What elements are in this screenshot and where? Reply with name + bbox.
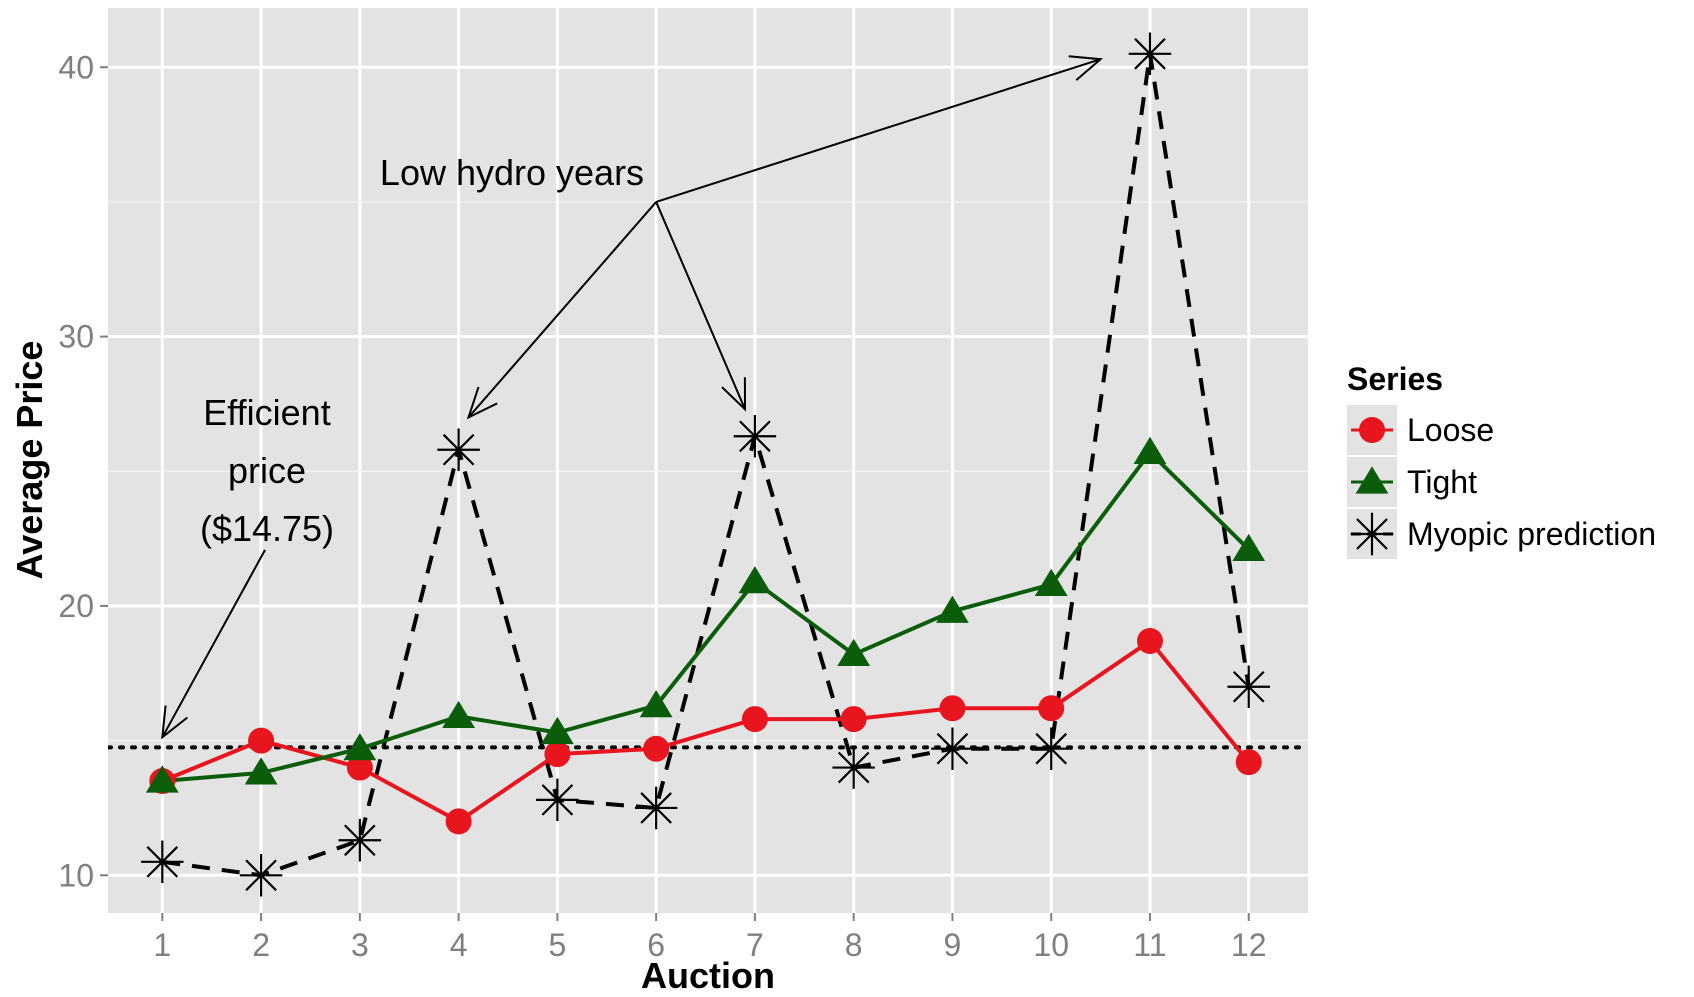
annotation-texts: Efficient price ($14.75) Low hydro years [200, 152, 644, 549]
legend-items: Loose Tight Myopic prediction [1347, 405, 1656, 559]
data-point-loose [346, 754, 373, 781]
series-markers [141, 32, 1270, 897]
x-tick-label: 10 [1033, 927, 1069, 963]
data-point-loose [939, 695, 966, 722]
y-axis: 10 20 30 40 [58, 49, 108, 893]
data-point-tight [442, 700, 475, 728]
annotation-line: ($14.75) [200, 508, 334, 549]
x-tick-label: 1 [153, 927, 171, 963]
data-point-tight [1232, 533, 1266, 561]
annotation-arrow [655, 201, 747, 412]
data-point-tight [1034, 568, 1068, 596]
annotation-arrow [466, 201, 657, 420]
y-tick-label: 20 [58, 588, 94, 624]
data-point-myopic-prediction [733, 415, 777, 458]
x-tick-label: 4 [450, 927, 468, 963]
data-point-loose [840, 706, 867, 733]
data-point-myopic-prediction [1128, 32, 1172, 76]
data-point-myopic-prediction [832, 746, 875, 789]
data-point-loose [1136, 627, 1163, 654]
legend-item-loose: Loose [1347, 405, 1494, 455]
data-point-tight [639, 689, 673, 718]
data-point-myopic-prediction [338, 819, 382, 862]
data-point-tight [541, 716, 574, 745]
legend-title: Series [1347, 361, 1443, 397]
data-point-loose [1235, 749, 1262, 776]
x-tick-label: 12 [1231, 927, 1267, 963]
legend-key-marker [1355, 466, 1389, 494]
x-tick-label: 8 [845, 927, 863, 963]
annotation-arrow [161, 549, 266, 740]
y-axis-title: Average Price [9, 341, 50, 580]
data-point-tight [936, 595, 969, 623]
data-point-myopic-prediction [437, 428, 480, 471]
series-line-myopic-prediction [162, 51, 1251, 878]
data-point-loose [1038, 695, 1065, 722]
data-point-tight [837, 638, 871, 666]
data-point-loose [445, 808, 472, 835]
data-point-myopic-prediction [634, 786, 678, 830]
data-point-tight [244, 757, 278, 785]
data-point-loose [643, 735, 670, 762]
legend-key-marker [1359, 417, 1385, 443]
annotation-arrow [655, 55, 1104, 203]
legend-label: Loose [1407, 412, 1494, 448]
y-tick-label: 30 [58, 319, 94, 355]
series-lines [161, 51, 1251, 878]
x-tick-label: 9 [944, 927, 962, 963]
data-point-myopic-prediction [536, 778, 579, 822]
data-point-myopic-prediction [1029, 727, 1073, 770]
x-tick-label: 11 [1133, 927, 1166, 963]
data-point-myopic-prediction [931, 727, 974, 770]
legend-label: Myopic prediction [1407, 516, 1656, 552]
x-tick-label: 6 [647, 927, 665, 963]
series-line-tight [162, 450, 1251, 783]
series-line-loose [161, 639, 1251, 824]
legend-item-tight: Tight [1347, 457, 1477, 507]
legend-label: Tight [1407, 464, 1477, 500]
y-tick-label: 40 [58, 49, 94, 85]
data-point-loose [248, 727, 275, 754]
annotation-efficient-price: Efficient price ($14.75) [200, 392, 334, 549]
data-point-myopic-prediction [141, 840, 184, 884]
data-point-myopic-prediction [1227, 665, 1270, 708]
annotation-arrows [161, 55, 1104, 740]
annotation-line: Efficient [203, 392, 330, 433]
grid-minor [108, 201, 1308, 742]
legend-key-marker [1350, 512, 1394, 556]
annotation-low-hydro: Low hydro years [380, 152, 644, 193]
x-tick-label: 3 [351, 927, 369, 963]
x-tick-label: 5 [548, 927, 566, 963]
data-point-tight [1133, 436, 1167, 464]
x-tick-label: 7 [746, 927, 764, 963]
x-tick-label: 2 [252, 927, 270, 963]
annotation-line: price [228, 450, 306, 491]
data-point-tight [145, 765, 179, 793]
legend: Series Loose Tight Myopic prediction [1347, 361, 1656, 559]
data-point-loose [741, 706, 768, 733]
data-point-loose [544, 741, 571, 768]
data-point-myopic-prediction [239, 854, 283, 897]
data-point-tight [343, 733, 377, 761]
x-axis-title: Auction [641, 955, 775, 996]
legend-item-myopic-prediction: Myopic prediction [1347, 509, 1656, 559]
y-tick-label: 10 [58, 857, 94, 893]
x-axis: 1 2 3 4 5 6 7 8 9 10 11 12 [153, 913, 1267, 963]
data-point-tight [738, 566, 772, 594]
